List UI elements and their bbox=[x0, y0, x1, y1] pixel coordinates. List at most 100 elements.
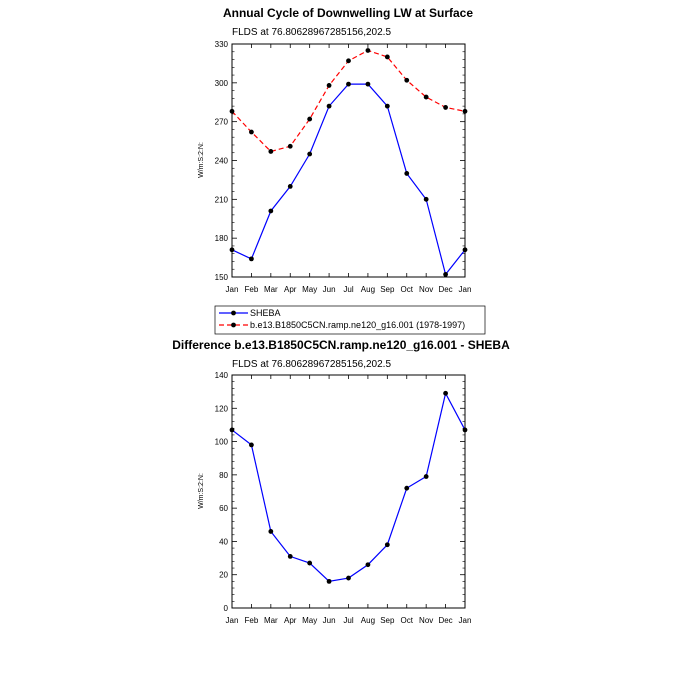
series-0-point bbox=[229, 427, 235, 433]
x-tick-label: Nov bbox=[419, 616, 433, 625]
legend-marker-sheba bbox=[231, 310, 236, 316]
series-0-point bbox=[365, 562, 371, 568]
series-1-point bbox=[268, 149, 274, 154]
series-0-point bbox=[287, 554, 293, 559]
series-1-point bbox=[365, 48, 371, 53]
chart-title: Difference b.e13.B1850C5CN.ramp.ne120_g1… bbox=[172, 338, 510, 352]
plot-area: Jan Feb Mar Apr May Jun Jul Aug Sep Oct Nov Dec Jan 1… bbox=[215, 40, 472, 294]
y-tick-label: 270 bbox=[215, 118, 229, 127]
y-tick-label: 80 bbox=[219, 471, 228, 480]
series-0-point bbox=[404, 485, 410, 491]
x-tick-label: Nov bbox=[419, 285, 433, 294]
x-tick-label: May bbox=[302, 285, 317, 294]
legend: SHEBA b.e13.B1850C5CN.ramp.ne120_g16.001… bbox=[214, 305, 486, 335]
series-0-point bbox=[423, 196, 429, 202]
difference-chart: Difference b.e13.B1850C5CN.ramp.ne120_g1… bbox=[172, 338, 510, 625]
series-0-point bbox=[384, 103, 390, 109]
series-0-point bbox=[423, 474, 429, 479]
y-tick-label: 60 bbox=[219, 504, 228, 513]
x-tick-label: Dec bbox=[438, 285, 452, 294]
x-tick-label: Oct bbox=[401, 285, 414, 294]
series-1-point bbox=[384, 54, 390, 60]
legend-label-model: b.e13.B1850C5CN.ramp.ne120_g16.001 (1978… bbox=[250, 320, 465, 330]
series-line-1 bbox=[231, 49, 466, 153]
y-tick-label: 150 bbox=[215, 273, 229, 282]
x-tick-label: Jul bbox=[343, 285, 353, 294]
plot-frame bbox=[231, 43, 466, 278]
x-tick-label: Sep bbox=[380, 616, 395, 625]
series-0-point bbox=[307, 151, 313, 157]
chart-subtitle: FLDS at 76.80628967285156,202.5 bbox=[232, 27, 391, 38]
x-tick-label: Oct bbox=[401, 616, 414, 625]
series-0-point bbox=[443, 390, 448, 396]
y-tick-label: 300 bbox=[215, 79, 229, 88]
series-line-0 bbox=[231, 83, 466, 276]
series-0-point bbox=[462, 427, 468, 433]
x-tick-label: Jul bbox=[343, 616, 353, 625]
x-tick-label: Feb bbox=[245, 285, 259, 294]
x-tick-label: Dec bbox=[438, 616, 452, 625]
series-0-point bbox=[287, 183, 293, 189]
x-tick-label: Feb bbox=[245, 616, 259, 625]
x-tick-label: Jun bbox=[323, 616, 336, 625]
x-tick-label: Jan bbox=[226, 285, 239, 294]
y-tick-label: 20 bbox=[219, 571, 228, 580]
annual-cycle-chart: Annual Cycle of Downwelling LW at Surfac… bbox=[198, 6, 473, 294]
x-tick-label: Sep bbox=[380, 285, 395, 294]
series-1-point bbox=[346, 58, 351, 64]
series-1-point bbox=[404, 77, 410, 83]
series-0-point bbox=[346, 81, 351, 87]
series-0-point bbox=[229, 247, 235, 253]
plot-frame bbox=[231, 374, 466, 609]
x-tick-label: Mar bbox=[264, 285, 278, 294]
y-tick-label: 100 bbox=[215, 438, 229, 447]
legend-box bbox=[214, 305, 486, 335]
y-axis-label: W/m:S:2:N: bbox=[198, 142, 205, 178]
series-0-point bbox=[249, 256, 254, 262]
series-0-point bbox=[462, 247, 468, 253]
series-1-point bbox=[287, 143, 293, 149]
y-tick-label: 120 bbox=[215, 404, 229, 413]
series-1-point bbox=[229, 108, 235, 114]
chart-subtitle: FLDS at 76.80628967285156,202.5 bbox=[232, 359, 391, 370]
series-0-point bbox=[346, 575, 351, 581]
y-tick-label: 210 bbox=[215, 195, 229, 204]
series-0-point bbox=[326, 578, 332, 584]
x-tick-label: Jan bbox=[459, 285, 472, 294]
x-tick-label: May bbox=[302, 616, 317, 625]
y-tick-label: 0 bbox=[224, 604, 229, 613]
y-tick-label: 330 bbox=[215, 40, 229, 49]
y-tick-label: 140 bbox=[215, 371, 229, 380]
legend-label-sheba: SHEBA bbox=[250, 308, 281, 318]
chart-title: Annual Cycle of Downwelling LW at Surfac… bbox=[223, 6, 473, 20]
x-tick-label: Apr bbox=[284, 616, 297, 625]
y-tick-label: 180 bbox=[215, 234, 229, 243]
x-tick-label: Aug bbox=[361, 285, 375, 294]
x-tick-label: Jun bbox=[323, 285, 336, 294]
series-0-point bbox=[268, 208, 274, 214]
y-tick-label: 40 bbox=[219, 537, 228, 546]
series-line-0 bbox=[231, 391, 466, 583]
series-0-point bbox=[365, 81, 371, 87]
x-tick-label: Jan bbox=[226, 616, 239, 625]
legend-marker-model bbox=[231, 322, 236, 328]
series-0-point bbox=[249, 442, 254, 448]
series-0-point bbox=[404, 171, 410, 176]
y-axis-label: W/m:S:2:N: bbox=[198, 473, 205, 509]
series-0-point bbox=[384, 542, 390, 548]
series-0-point bbox=[268, 529, 274, 534]
x-tick-label: Apr bbox=[284, 285, 297, 294]
x-tick-label: Jan bbox=[459, 616, 472, 625]
series-0-point bbox=[307, 560, 313, 566]
series-1-point bbox=[249, 129, 254, 135]
series-1-point bbox=[326, 83, 332, 88]
series-1-point bbox=[462, 108, 468, 114]
series-0-point bbox=[443, 272, 448, 277]
x-tick-label: Aug bbox=[361, 616, 375, 625]
series-1-point bbox=[307, 116, 313, 122]
series-1-point bbox=[423, 94, 429, 100]
plot-area: Jan Feb Mar Apr May Jun Jul Aug Sep Oct Nov Dec Jan 0… bbox=[215, 371, 472, 625]
y-tick-label: 240 bbox=[215, 157, 229, 166]
series-0-point bbox=[326, 103, 332, 109]
